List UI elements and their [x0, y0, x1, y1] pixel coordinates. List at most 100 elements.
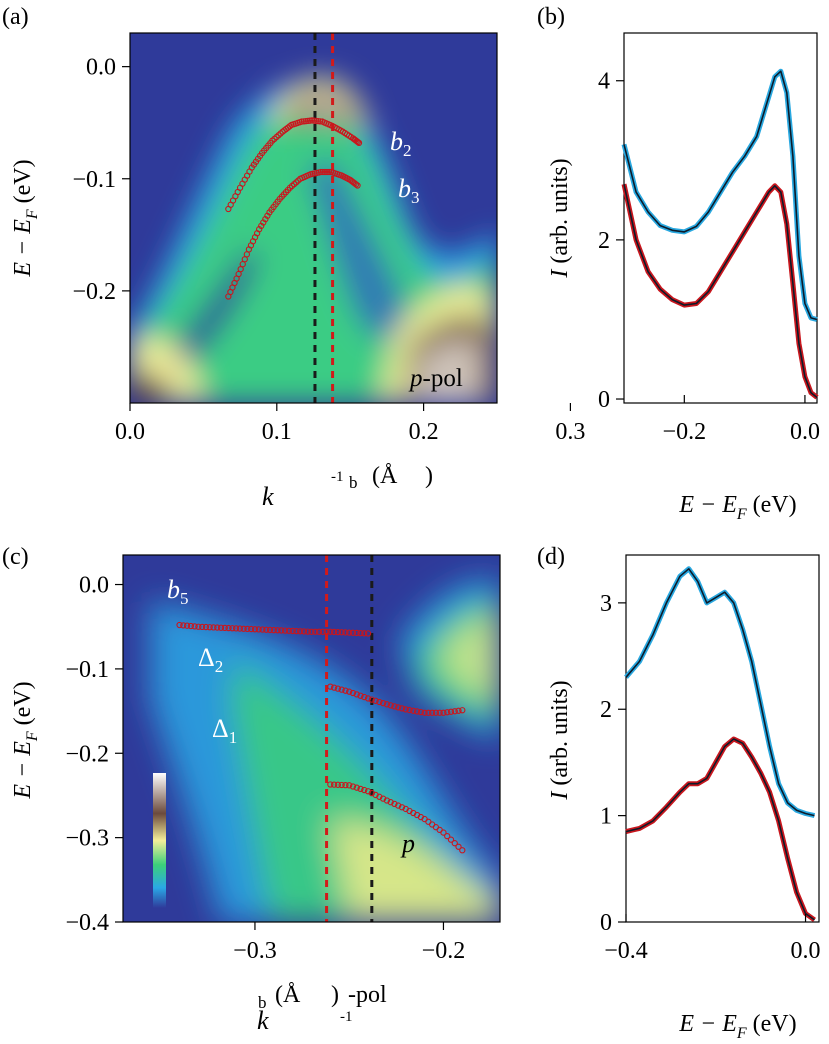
x-tick-label: 0.0	[115, 419, 145, 445]
band-point	[319, 628, 326, 635]
y-tick-label: −0.3	[65, 826, 109, 852]
band-point	[304, 628, 311, 635]
y-tick-label: 1	[600, 804, 612, 830]
band-point	[395, 802, 402, 809]
band-point	[436, 709, 443, 716]
y-tick-label: 2	[600, 697, 612, 723]
band-point	[334, 628, 342, 636]
band-point	[402, 706, 409, 713]
fit-line-blue	[625, 568, 815, 817]
panel-a-label: (a)	[2, 4, 29, 30]
y-tick-label: −0.4	[65, 910, 109, 936]
band-point	[229, 625, 236, 632]
panel-c-colorbar	[153, 773, 166, 908]
fit-line-red	[623, 184, 818, 399]
band-point	[289, 627, 296, 635]
band-point	[293, 627, 300, 635]
y-tick-label: −0.2	[65, 741, 109, 767]
band-point	[406, 706, 413, 714]
panel-c-frame	[122, 554, 501, 923]
band-point	[395, 704, 402, 711]
band-point	[338, 781, 345, 789]
panel-d-y-axis-title: I (arb. units)	[547, 680, 573, 800]
band-point	[342, 687, 349, 694]
x-tick-label: 0.0	[790, 419, 820, 445]
y-tick-label: 0.0	[79, 573, 109, 599]
band-point	[459, 707, 466, 714]
band-point	[447, 836, 455, 843]
band-point	[225, 624, 232, 632]
band-point	[240, 625, 247, 632]
band-point	[342, 782, 349, 789]
panel-a-x-axis-title-k: k	[262, 482, 274, 511]
band-point	[372, 697, 379, 704]
band-point	[244, 625, 251, 633]
band-point	[325, 168, 333, 176]
panel-b-y-axis-title: I (arb. units)	[547, 158, 573, 278]
band-point	[354, 138, 361, 146]
band-point	[383, 701, 391, 708]
band-point	[266, 626, 274, 634]
band-point	[327, 628, 334, 635]
band-point	[387, 799, 394, 806]
x-tick-label: 0.0	[791, 938, 821, 964]
x-tick-label: −0.2	[663, 419, 707, 445]
fit-line-blue	[623, 70, 818, 321]
band-point	[376, 698, 383, 706]
band-point	[364, 695, 372, 702]
band-point	[432, 709, 440, 716]
band-point	[346, 782, 353, 789]
y-tick-label: 3	[600, 591, 612, 617]
band-point	[440, 829, 447, 836]
band-point	[176, 621, 183, 629]
x-tick-label: 0.2	[409, 419, 439, 445]
band-point	[361, 693, 368, 701]
x-tick-label: −0.4	[604, 938, 648, 964]
band-point	[425, 709, 432, 716]
panel-a-band-b2-label: b2	[390, 127, 412, 160]
band-point	[248, 625, 255, 633]
panel-a: (a) 0.0 0.1 0.2 0.3 0.0 −0.1 −0.2 b2	[2, 4, 585, 511]
band-point	[346, 629, 353, 636]
band-point	[444, 832, 451, 840]
band-point	[214, 624, 221, 631]
band-point	[455, 843, 462, 850]
panel-c-label: (c)	[2, 544, 29, 570]
band-point	[255, 626, 262, 633]
y-tick-label: −0.1	[65, 657, 109, 683]
band-point	[387, 702, 394, 709]
panel-c-polarization-p: p	[400, 829, 415, 858]
band-point	[251, 626, 259, 633]
panel-a-reference-lines	[313, 33, 335, 403]
band-point	[195, 623, 202, 630]
band-point	[413, 708, 421, 715]
band-point	[364, 630, 372, 637]
panel-c-x-axis-title-exp: -1	[340, 1009, 353, 1025]
panel-a-intensity-map	[130, 33, 497, 403]
band-point	[300, 628, 308, 635]
band-point	[421, 709, 428, 716]
band-point	[323, 628, 330, 635]
panel-c: (c) −0.3 −0.2 0.0 −0.1 −0.2 −0.3 −0.4 b5 Δ2 Δ1…	[2, 544, 501, 1035]
panel-d-plot	[624, 566, 816, 922]
band-point	[281, 627, 289, 634]
y-tick-label: 4	[598, 69, 610, 95]
panel-a-band-b3-label: b3	[398, 174, 420, 207]
band-point	[357, 629, 364, 637]
y-tick-label: 0	[600, 910, 612, 936]
band-point	[206, 624, 213, 631]
band-point	[410, 707, 417, 714]
band-point	[357, 692, 364, 699]
band-point	[444, 709, 451, 716]
band-point	[391, 800, 398, 808]
band-point	[354, 182, 361, 189]
y-tick-label: −0.2	[72, 279, 116, 305]
x-tick-label: −0.2	[422, 938, 466, 964]
band-point	[357, 785, 364, 793]
band-point	[297, 628, 304, 635]
x-tick-label: −0.3	[233, 938, 277, 964]
panel-c-y-axis-title: E − EF (eV)	[10, 681, 41, 799]
band-point	[353, 784, 360, 791]
band-point	[180, 622, 187, 629]
